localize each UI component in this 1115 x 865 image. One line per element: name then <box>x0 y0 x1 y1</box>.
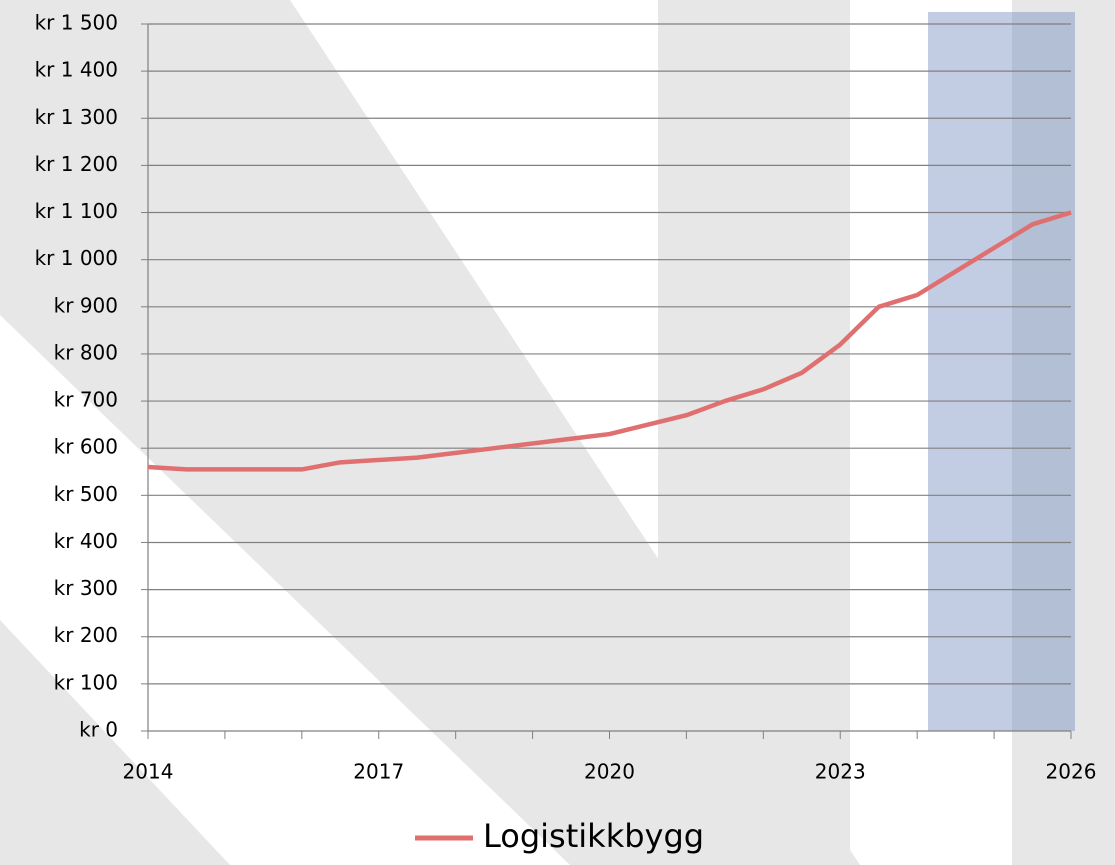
diagonal-stripe <box>0 620 230 865</box>
x-tick-label: 2020 <box>584 760 635 784</box>
y-tick-label: kr 400 <box>54 529 118 553</box>
y-tick-label: kr 500 <box>54 482 118 506</box>
vertical-stripe <box>1012 0 1115 865</box>
line-series <box>147 210 1072 472</box>
vertical-stripe <box>658 0 850 865</box>
forecast-band <box>928 12 1075 731</box>
y-tick-label: kr 0 <box>79 718 118 742</box>
y-tick-label: kr 1 500 <box>35 11 118 35</box>
x-tick-label: 2017 <box>353 760 404 784</box>
legend-label: Logistikkbygg <box>483 817 704 855</box>
y-tick-label: kr 700 <box>54 388 118 412</box>
y-tick-label: kr 900 <box>54 293 118 317</box>
y-tick-label: kr 100 <box>54 670 118 694</box>
y-tick-label: kr 1 400 <box>35 58 118 82</box>
y-tick-label: kr 300 <box>54 576 118 600</box>
y-tick-label: kr 200 <box>54 623 118 647</box>
diagonal-stripe <box>0 0 860 865</box>
x-tick-label: 2023 <box>815 760 866 784</box>
y-tick-label: kr 1 100 <box>35 199 118 223</box>
y-tick-label: kr 800 <box>54 340 118 364</box>
y-tick-label: kr 1 200 <box>35 152 118 176</box>
y-tick-label: kr 600 <box>54 435 118 459</box>
y-tick-label: kr 1 000 <box>35 246 118 270</box>
x-tick-label: 2014 <box>123 760 174 784</box>
x-tick-label: 2026 <box>1046 760 1097 784</box>
diagonal-stripe <box>1040 0 1115 110</box>
y-tick-label: kr 1 300 <box>35 105 118 129</box>
